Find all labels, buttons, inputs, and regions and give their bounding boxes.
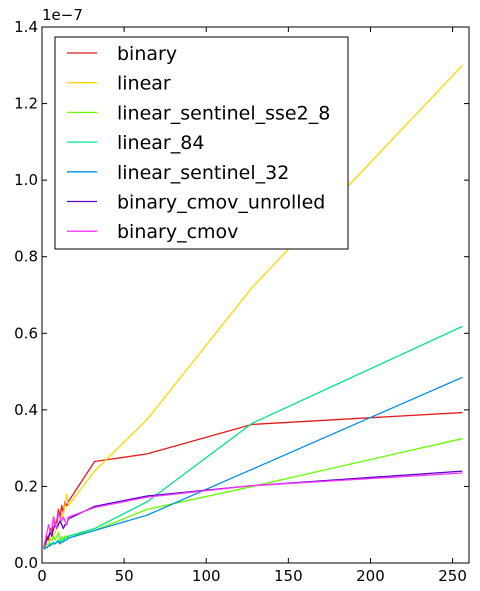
x-tick-label: 250 xyxy=(438,567,467,585)
axes-layer: 0 50 100 150 200 250 0.0 0.2 0.4 0.6 0.8 1.0 1.2 1.4 xyxy=(14,18,470,585)
series-line-binary-cmov xyxy=(43,472,463,548)
legend-label-binary-cmov-unrolled: binary_cmov_unrolled xyxy=(117,192,325,214)
legend-label-binary-cmov: binary_cmov xyxy=(117,221,238,243)
legend-label-linear-sentinel-sse2-8: linear_sentinel_sse2_8 xyxy=(117,102,330,124)
y-tick-label: 0.4 xyxy=(14,401,38,419)
y-tick-label: 0.0 xyxy=(14,554,38,572)
y-tick-label: 1.4 xyxy=(14,18,38,36)
x-tick-label: 50 xyxy=(115,567,134,585)
y-tick-label: 0.2 xyxy=(14,477,38,495)
series-line-linear-sentinel-32 xyxy=(43,376,463,551)
x-tick-label: 0 xyxy=(37,567,47,585)
legend: binary linear linear_sentinel_sse2_8linear… xyxy=(54,36,349,250)
legend-label-linear: linear xyxy=(117,73,171,95)
legend-label-binary: binary xyxy=(117,43,177,65)
y-tick-label: 0.8 xyxy=(14,248,38,266)
legend-box xyxy=(54,36,349,250)
series-layer xyxy=(43,64,463,551)
legend-label-linear-sentinel-32: linear_sentinel_32 xyxy=(117,162,289,184)
x-tick-label: 150 xyxy=(274,567,303,585)
plot-frame xyxy=(41,26,470,564)
legend-label-linear-84: linear_84 xyxy=(117,132,204,154)
y-axis-offset-label: 1e−7 xyxy=(42,6,83,24)
y-tick-label: 1.0 xyxy=(14,171,38,189)
y-tick-label: 1.2 xyxy=(14,95,38,113)
y-tick-label: 0.6 xyxy=(14,324,38,342)
x-tick-label: 100 xyxy=(192,567,221,585)
series-line-binary xyxy=(43,411,463,548)
x-tick-label: 200 xyxy=(356,567,385,585)
